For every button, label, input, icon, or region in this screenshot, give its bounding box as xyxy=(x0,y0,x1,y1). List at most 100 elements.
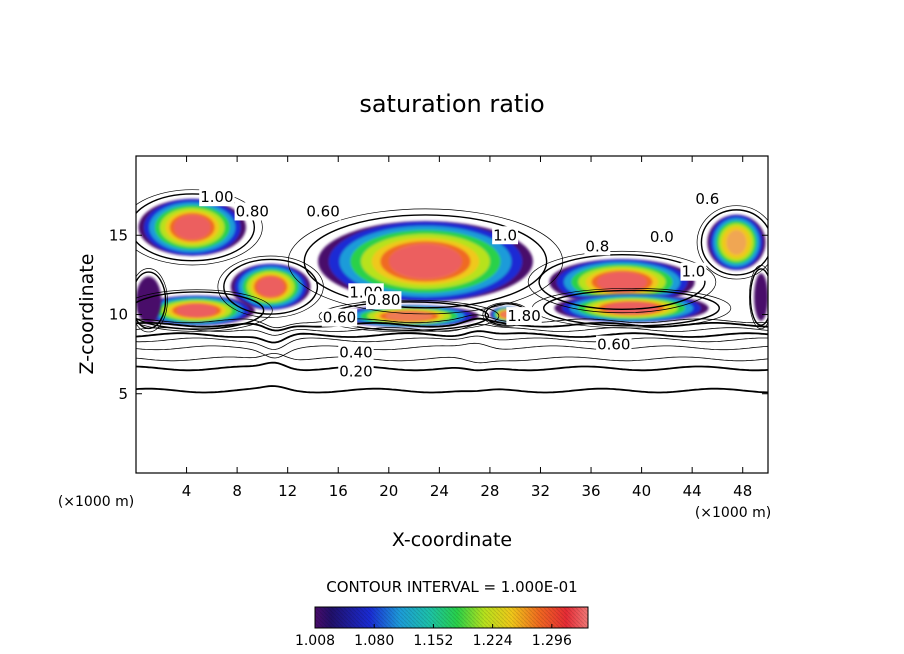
contour-label: 1.80 xyxy=(507,307,540,325)
contour-label-bg xyxy=(584,237,611,256)
colorbar-tick-label: 1.152 xyxy=(413,633,453,649)
saturation-core xyxy=(257,276,285,297)
contour-loop xyxy=(136,189,263,266)
saturation-region xyxy=(318,220,533,302)
contour-loop xyxy=(749,268,768,326)
x-tick-label: 48 xyxy=(733,482,752,500)
contour-label: 1.0 xyxy=(681,263,705,281)
contour-loop xyxy=(749,265,768,330)
contour-line xyxy=(136,335,768,350)
contour-labels: 1.000.800.601.00.60.80.01.01.000.800.601… xyxy=(199,188,721,381)
colorbar-ticks: 1.008 1.080 1.152 1.224 1.296 xyxy=(295,624,572,649)
x-axis-ticks: 4 8 12 16 20 24 28 32 36 40 44 48 xyxy=(182,156,752,500)
contour-loop xyxy=(136,271,167,330)
contour-label: 0.60 xyxy=(323,309,356,327)
x-tick-label: 8 xyxy=(232,482,242,500)
contour-label: 0.40 xyxy=(339,344,372,362)
contour-label: 0.80 xyxy=(367,291,400,309)
contour-label: 0.60 xyxy=(597,336,630,354)
saturation-core xyxy=(176,303,217,318)
contour-label: 1.00 xyxy=(200,188,233,206)
saturation-region xyxy=(554,293,709,323)
x-tick-label: 36 xyxy=(581,482,600,500)
saturation-region xyxy=(230,263,311,310)
contour-line xyxy=(136,385,768,394)
contour-line xyxy=(136,342,768,359)
contour-loop xyxy=(700,209,768,276)
x-axis-label: X-coordinate xyxy=(392,529,512,551)
x-unit-right: (×1000 m) xyxy=(695,505,771,521)
contour-loop xyxy=(223,258,319,315)
x-tick-label: 24 xyxy=(430,482,449,500)
contour-line xyxy=(136,361,768,372)
x-tick-label: 32 xyxy=(531,482,550,500)
contour-interval-text: CONTOUR INTERVAL = 1.000E-01 xyxy=(326,578,577,596)
saturation-region xyxy=(138,198,246,256)
contour-line xyxy=(136,323,768,336)
saturation-region xyxy=(136,276,162,325)
contour-line xyxy=(136,353,768,364)
contour-label-bg xyxy=(338,343,374,362)
contour-loop xyxy=(696,205,768,280)
contour-label-bg xyxy=(366,291,402,310)
contour-label: 0.80 xyxy=(236,202,269,220)
contour-loop xyxy=(136,268,168,333)
contour-label-bg xyxy=(506,307,542,326)
contour-loop xyxy=(136,291,265,330)
contour-label-bg xyxy=(338,362,374,381)
contour-label-bg xyxy=(694,189,721,208)
contour-line xyxy=(136,330,768,344)
chart-title: saturation ratio xyxy=(359,90,544,118)
saturation-band xyxy=(136,276,162,325)
x-tick-label: 20 xyxy=(379,482,398,500)
contour-loop xyxy=(542,289,721,327)
contour-label-bg xyxy=(199,188,235,207)
contour-loop xyxy=(318,299,500,333)
contour-loop xyxy=(287,208,564,315)
saturation-core xyxy=(726,230,747,255)
contour-loop xyxy=(527,250,717,314)
y-axis-label: Z-coordinate xyxy=(76,254,98,375)
contour-label-bg xyxy=(680,262,707,281)
contour-label-bg xyxy=(305,202,341,221)
contour-lines xyxy=(136,189,768,394)
contour-label-bg xyxy=(648,227,675,246)
contour-loop xyxy=(136,193,256,262)
contour-label: 0.60 xyxy=(306,202,339,220)
saturation-region xyxy=(707,214,766,271)
contour-label: 0.20 xyxy=(339,363,372,381)
contour-loop xyxy=(538,254,706,310)
y-tick-label: 5 xyxy=(118,385,128,403)
colorbar-texture xyxy=(315,607,588,628)
saturation-region xyxy=(138,295,255,326)
contour-label: 0.0 xyxy=(650,228,674,246)
x-tick-label: 4 xyxy=(182,482,192,500)
colorbar-tick-label: 1.080 xyxy=(354,633,394,649)
filled-regions xyxy=(136,198,768,328)
colorbar-tick-label: 1.008 xyxy=(295,633,335,649)
saturation-core xyxy=(605,301,658,315)
y-tick-label: 10 xyxy=(109,306,128,324)
contour-loop xyxy=(136,289,273,332)
contour-label: 1.0 xyxy=(493,226,517,244)
x-tick-label: 40 xyxy=(632,482,651,500)
x-unit-left: (×1000 m) xyxy=(58,494,134,510)
saturation-region xyxy=(754,273,768,321)
colorbar-tick-label: 1.296 xyxy=(532,633,572,649)
contour-label: 0.8 xyxy=(585,237,609,255)
saturation-band xyxy=(754,273,768,321)
contour-loop xyxy=(303,214,548,309)
contour-label-bg xyxy=(596,335,632,354)
saturation-core xyxy=(173,214,211,240)
y-axis-ticks: 5 10 15 xyxy=(109,226,768,403)
saturation-core xyxy=(597,271,647,293)
contour-label-bg xyxy=(234,202,270,221)
saturation-core xyxy=(388,243,462,280)
contour-label-bg xyxy=(492,226,519,245)
contour-label-bg xyxy=(321,308,358,327)
x-tick-label: 44 xyxy=(683,482,702,500)
y-tick-label: 15 xyxy=(109,226,128,244)
contour-line xyxy=(136,314,768,329)
x-tick-label: 16 xyxy=(329,482,348,500)
